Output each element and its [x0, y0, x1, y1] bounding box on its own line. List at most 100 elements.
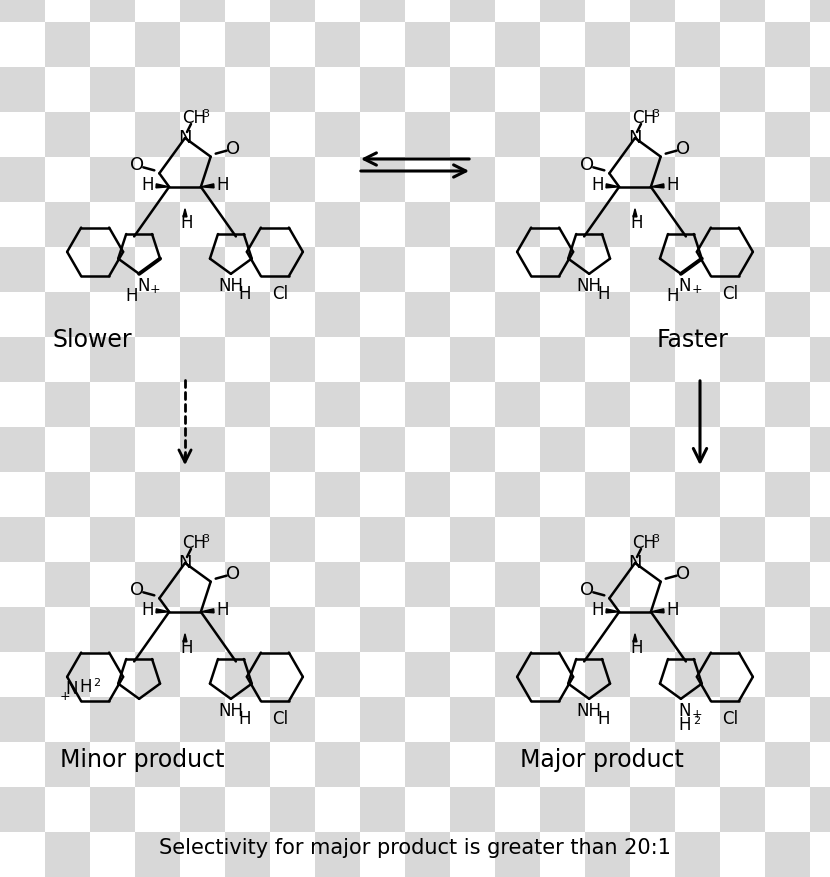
Bar [630, 832, 675, 877]
Bar [765, 427, 810, 472]
Bar [180, 157, 225, 202]
Bar [495, 607, 540, 652]
Text: H: H [631, 214, 643, 232]
Bar [315, 607, 360, 652]
Bar [45, 22, 90, 67]
Bar [315, 472, 360, 517]
Bar [225, 112, 270, 157]
Text: 2: 2 [693, 716, 701, 726]
Bar [450, 832, 495, 877]
Bar [810, 787, 830, 832]
Bar [45, 382, 90, 427]
Bar [135, 112, 180, 157]
Bar [495, 832, 540, 877]
Bar [675, 517, 720, 562]
Bar [630, 0, 675, 22]
Bar [180, 292, 225, 337]
Bar [810, 247, 830, 292]
Bar [45, 292, 90, 337]
Bar [405, 517, 450, 562]
Bar [270, 832, 315, 877]
Text: 3: 3 [652, 534, 660, 544]
Bar [360, 787, 405, 832]
Bar [585, 787, 630, 832]
Bar [585, 247, 630, 292]
Text: N: N [679, 702, 691, 720]
Bar [540, 697, 585, 742]
Bar [540, 22, 585, 67]
Bar [810, 472, 830, 517]
Bar [585, 382, 630, 427]
Text: NH: NH [577, 702, 602, 720]
Bar [135, 382, 180, 427]
Text: N: N [178, 129, 192, 147]
Bar [135, 427, 180, 472]
Bar [90, 427, 135, 472]
Bar [315, 562, 360, 607]
Bar [135, 607, 180, 652]
Text: N: N [628, 129, 642, 147]
Bar [135, 742, 180, 787]
Bar [720, 517, 765, 562]
Text: H: H [679, 716, 691, 734]
Bar [315, 517, 360, 562]
Bar [90, 742, 135, 787]
Bar [810, 112, 830, 157]
Bar [360, 742, 405, 787]
Polygon shape [183, 634, 187, 642]
Bar [270, 562, 315, 607]
Bar [720, 337, 765, 382]
Text: 2: 2 [94, 678, 100, 688]
Bar [810, 202, 830, 247]
Bar [675, 562, 720, 607]
Bar [405, 337, 450, 382]
Text: NH: NH [218, 277, 243, 295]
Bar [675, 202, 720, 247]
Bar [225, 742, 270, 787]
Bar [585, 562, 630, 607]
Polygon shape [201, 184, 214, 188]
Bar [315, 67, 360, 112]
Bar [180, 697, 225, 742]
Bar [180, 607, 225, 652]
Bar [0, 22, 45, 67]
Bar [360, 337, 405, 382]
Bar [315, 427, 360, 472]
Bar [450, 382, 495, 427]
Bar [585, 652, 630, 697]
Bar [315, 697, 360, 742]
Text: N: N [628, 554, 642, 572]
Bar [495, 22, 540, 67]
Bar [225, 337, 270, 382]
Polygon shape [201, 609, 214, 613]
Bar [720, 157, 765, 202]
Bar [0, 67, 45, 112]
Bar [405, 112, 450, 157]
Bar [225, 382, 270, 427]
Bar [720, 292, 765, 337]
Bar [0, 697, 45, 742]
Bar [270, 697, 315, 742]
Bar [135, 157, 180, 202]
Bar [765, 247, 810, 292]
Bar [270, 652, 315, 697]
Bar [675, 292, 720, 337]
Bar [405, 472, 450, 517]
Bar [180, 787, 225, 832]
Bar [90, 67, 135, 112]
Bar [270, 337, 315, 382]
Bar [135, 652, 180, 697]
Bar [45, 112, 90, 157]
Polygon shape [156, 184, 169, 188]
Text: N: N [137, 277, 149, 295]
Text: H: H [141, 601, 154, 619]
Text: 3: 3 [652, 109, 660, 119]
Bar [225, 247, 270, 292]
Bar [765, 382, 810, 427]
Bar [495, 517, 540, 562]
Bar [360, 247, 405, 292]
Bar [810, 382, 830, 427]
Bar [765, 112, 810, 157]
Bar [495, 337, 540, 382]
Bar [45, 832, 90, 877]
